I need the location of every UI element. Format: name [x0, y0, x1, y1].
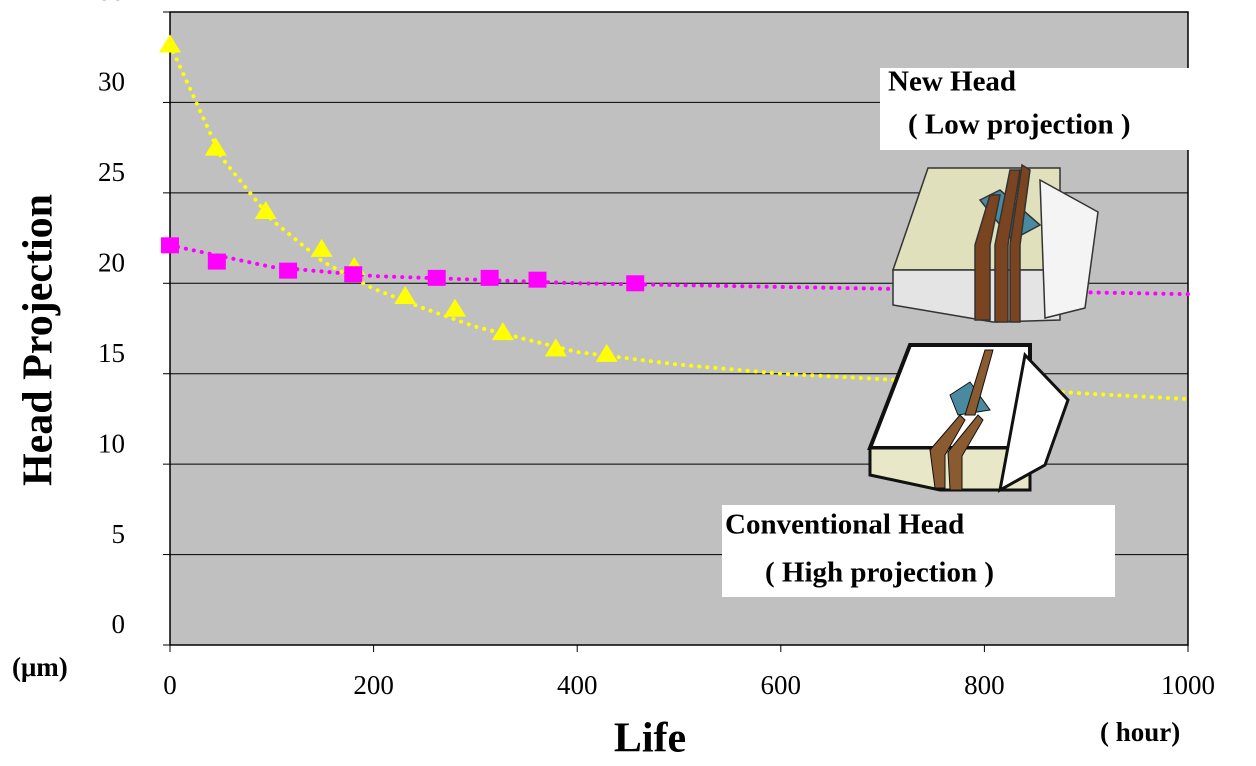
x-unit: ( hour)	[1100, 717, 1180, 747]
point	[344, 266, 363, 283]
point	[427, 269, 446, 286]
new-head-illustration	[880, 68, 1192, 323]
x-tick-label: 400	[557, 670, 598, 700]
point	[544, 338, 567, 357]
point	[528, 271, 547, 288]
y-tick-label: 15	[98, 338, 125, 368]
point	[159, 34, 181, 53]
y-tick-label: 5	[112, 519, 126, 549]
y-tick-label: 35	[98, 0, 125, 6]
point	[480, 269, 499, 286]
annotation: ( Low projection )	[908, 109, 1131, 141]
x-tick-label: 800	[964, 670, 1005, 700]
point	[595, 343, 618, 362]
y-tick-label: 25	[98, 157, 125, 187]
y-axis-label: Head Projection	[16, 194, 62, 486]
point	[310, 238, 333, 257]
y-tick-label: 10	[98, 428, 125, 458]
x-tick-label: 600	[761, 670, 802, 700]
x-tick-label: 1000	[1161, 670, 1215, 700]
y-tick-label: 30	[98, 67, 125, 97]
point	[491, 322, 514, 341]
point	[394, 285, 417, 304]
annotation: ( High projection )	[765, 557, 994, 589]
y-unit: (μm)	[12, 652, 68, 682]
point	[254, 200, 277, 219]
point	[444, 298, 467, 317]
point	[207, 253, 226, 270]
point	[204, 137, 227, 156]
point	[626, 275, 645, 292]
annotation: Conventional Head	[725, 509, 964, 541]
y-tick-label: 0	[112, 609, 126, 639]
conventional-head-illustration	[867, 343, 1070, 493]
point	[279, 262, 298, 279]
x-tick-label: 0	[163, 670, 177, 700]
annotation: New Head	[888, 66, 1016, 98]
y-tick-label: 20	[98, 247, 125, 277]
point	[161, 237, 179, 254]
x-tick-label: 200	[353, 670, 394, 700]
annotation-box	[722, 505, 1115, 597]
x-axis-label: Life	[614, 716, 686, 762]
